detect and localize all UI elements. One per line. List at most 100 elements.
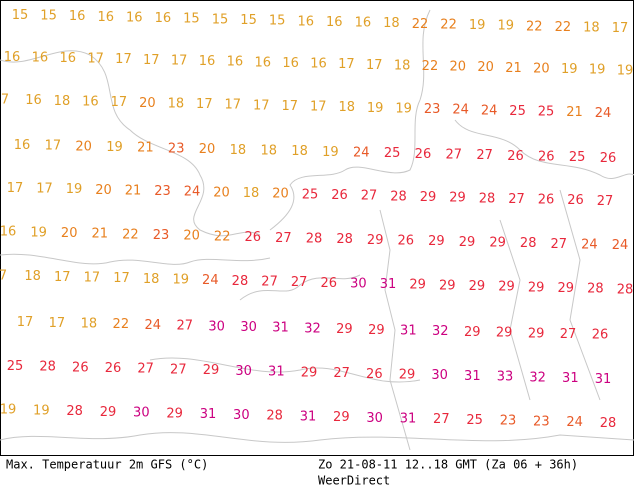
temperature: 25 xyxy=(509,104,526,119)
temperature: 17 xyxy=(338,57,355,72)
temperature: 20 xyxy=(199,142,216,157)
temperature: 18 xyxy=(260,143,277,158)
temperature: 27 xyxy=(176,319,193,334)
temperature: 23 xyxy=(424,102,441,117)
temperature: 27 xyxy=(291,275,308,290)
temperature: 31 xyxy=(595,372,612,387)
temperature: 22 xyxy=(412,17,429,32)
temperature: 16 xyxy=(0,225,16,240)
temperature: 23 xyxy=(154,184,171,199)
temperature: 16 xyxy=(126,10,143,25)
temperature: 22 xyxy=(526,19,543,34)
temperature: 28 xyxy=(306,231,323,246)
temperature: 28 xyxy=(390,189,407,204)
temperature: 23 xyxy=(153,228,170,243)
temperature: 17 xyxy=(171,53,188,68)
temperature: 30 xyxy=(208,319,225,334)
temperature: 18 xyxy=(583,21,600,36)
temperature: 27 xyxy=(560,327,577,342)
temperature: 30 xyxy=(233,408,250,423)
temperature: 18 xyxy=(230,143,247,158)
temperature: 30 xyxy=(240,320,257,335)
temperature: 17 xyxy=(87,52,104,67)
temperature: 31 xyxy=(380,277,397,292)
temperature: 20 xyxy=(272,187,289,202)
temperature: 27 xyxy=(137,362,154,377)
temperature: 24 xyxy=(145,318,162,333)
temperature: 24 xyxy=(452,103,469,118)
temperature: 33 xyxy=(497,370,514,385)
temperature: 17 xyxy=(366,58,383,73)
temperature: 24 xyxy=(581,238,598,253)
temperature: 23 xyxy=(500,414,517,429)
temperature: 32 xyxy=(432,324,449,339)
temperature: 17 xyxy=(36,181,53,196)
temperature: 22 xyxy=(422,59,439,74)
temperature: 29 xyxy=(489,235,506,250)
temperature: 7 xyxy=(0,269,7,284)
temperature: 16 xyxy=(155,11,172,26)
temperature: 28 xyxy=(600,416,617,431)
temperature: 18 xyxy=(143,272,160,287)
temperature: 31 xyxy=(200,407,217,422)
temperature: 20 xyxy=(213,185,230,200)
temperature: 30 xyxy=(366,411,383,426)
temperature: 19 xyxy=(172,272,189,287)
temperature: 27 xyxy=(433,412,450,427)
temperature: 17 xyxy=(84,271,101,286)
temperature: 29 xyxy=(203,363,220,378)
temperature: 21 xyxy=(92,227,109,242)
temperature: 24 xyxy=(595,106,612,121)
temperature: 19 xyxy=(367,101,384,116)
temperature: 17 xyxy=(310,100,327,115)
temperature: 18 xyxy=(291,144,308,159)
temperature: 31 xyxy=(464,369,481,384)
temperature: 16 xyxy=(310,57,327,72)
temperature: 21 xyxy=(505,61,522,76)
temperature: 27 xyxy=(261,274,278,289)
temperature: 28 xyxy=(336,232,353,247)
temperature: 25 xyxy=(384,146,401,161)
temperature: 20 xyxy=(533,61,550,76)
temperature: 26 xyxy=(567,193,584,208)
temperature: 29 xyxy=(557,281,574,296)
temperature: 32 xyxy=(304,321,321,336)
temperature: 18 xyxy=(394,58,411,73)
temperature: 29 xyxy=(336,322,353,337)
temperature: 18 xyxy=(168,96,185,111)
temperature: 17 xyxy=(281,99,298,114)
footer-title: Max. Temperatuur 2m GFS (°C) xyxy=(6,458,208,472)
temperature: 29 xyxy=(420,190,437,205)
temperature: 15 xyxy=(269,14,286,29)
temperature: 23 xyxy=(168,141,185,156)
temperature: 16 xyxy=(227,55,244,70)
temperature: 16 xyxy=(69,9,86,24)
temperature: 18 xyxy=(338,100,355,115)
temperature: 24 xyxy=(353,145,370,160)
temperature: 19 xyxy=(66,182,83,197)
temperature: 20 xyxy=(450,60,467,75)
temperature: 16 xyxy=(32,50,49,65)
temperature: 16 xyxy=(14,138,31,153)
temperature: 17 xyxy=(45,139,62,154)
temperature: 29 xyxy=(459,235,476,250)
temperature: 26 xyxy=(105,361,122,376)
temperature: 24 xyxy=(612,238,629,253)
temperature: 15 xyxy=(212,12,229,27)
temperature: 26 xyxy=(538,193,555,208)
temperature: 22 xyxy=(440,17,457,32)
temperature: 15 xyxy=(12,8,29,23)
temperature: 27 xyxy=(597,194,614,209)
temperature: 26 xyxy=(321,276,338,291)
temperature: 22 xyxy=(122,227,139,242)
temperature: 22 xyxy=(113,317,130,332)
temperature: 19 xyxy=(561,62,578,77)
temperature: 30 xyxy=(133,406,150,421)
temperature: 29 xyxy=(469,279,486,294)
temperature: 28 xyxy=(232,274,249,289)
temperature: 18 xyxy=(243,186,260,201)
temperature: 26 xyxy=(72,360,89,375)
temperature: 17 xyxy=(111,95,128,110)
temperature: 29 xyxy=(301,365,318,380)
temperature: 20 xyxy=(95,183,112,198)
